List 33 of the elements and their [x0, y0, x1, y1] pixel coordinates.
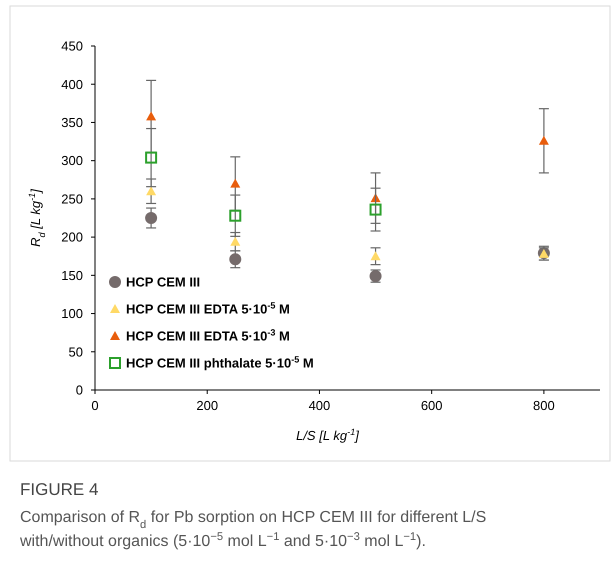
point	[146, 186, 156, 196]
x-tick-label: 200	[196, 398, 218, 413]
legend-label: HCP CEM III EDTA 5·10$^{-5}$ M	[126, 300, 290, 317]
text: Comparison of R$_{d}$ for Pb sorption on HCP CEM III for different L/S with/without organics (5·10$^{−5}$ mol L$^{−1}$ and 5·10$^{−3}$ mol L$^{−1}$).	[20, 509, 486, 550]
point	[145, 212, 158, 224]
y-tick-label: 400	[61, 76, 83, 92]
y-tick-label: 100	[61, 306, 83, 322]
legend-label: HCP CEM III EDTA 5·10$^{-3}$ M	[126, 328, 290, 344]
x-axis-title: L/S [L kg$^{-1}$]	[296, 427, 360, 443]
y-tick-label: 350	[61, 114, 83, 130]
y-tick-label: 50	[68, 344, 83, 360]
y-tick-label: 300	[61, 153, 83, 168]
x-tick-label: 600	[420, 398, 443, 413]
point	[229, 253, 242, 266]
point	[229, 210, 242, 222]
x-tick-label: 0	[91, 398, 99, 413]
x-tick-label: 800	[533, 398, 555, 413]
point	[370, 251, 381, 260]
point	[230, 236, 240, 246]
x-tick-label: 400	[308, 398, 330, 413]
point	[146, 111, 156, 120]
y-tick-label: 0	[76, 382, 83, 398]
point	[538, 136, 549, 145]
legend-label: HCP CEM III phthalate 5·10$^{-5}$ M	[126, 354, 314, 371]
point	[230, 178, 240, 188]
y-tick-label: 150	[61, 268, 83, 283]
text: FIGURE 4	[20, 480, 98, 499]
y-tick-label: 250	[61, 191, 83, 206]
point	[370, 204, 382, 216]
legend-label: HCP CEM III	[126, 274, 200, 290]
y-tick-label: 450	[61, 38, 83, 54]
point	[145, 152, 158, 164]
y-tick-label: 200	[61, 230, 83, 245]
